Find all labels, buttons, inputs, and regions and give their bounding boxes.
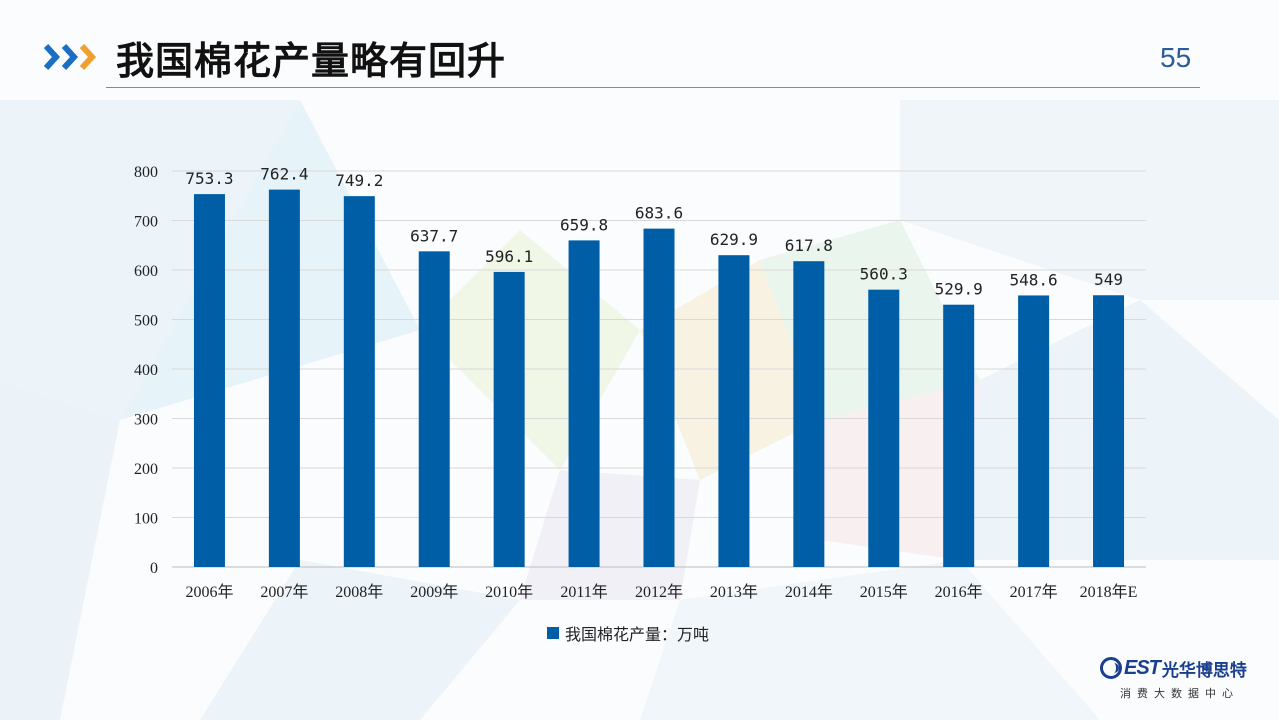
data-label: 753.3 (185, 169, 233, 188)
data-label: 637.7 (410, 226, 458, 245)
triple-chevron-right-icon (44, 43, 97, 71)
bar (268, 189, 300, 567)
brand-wordmark: EST 光华博思特 (1100, 654, 1247, 682)
y-tick-label: 200 (134, 461, 158, 478)
data-label: 629.9 (710, 230, 758, 249)
bar (793, 261, 825, 567)
bar (568, 240, 600, 568)
x-tick-label: 2014年 (785, 583, 833, 601)
data-label: 749.2 (335, 171, 383, 190)
x-tick-label: 2012年 (635, 583, 683, 601)
data-label: 617.8 (785, 236, 833, 255)
x-tick-label: 2017年 (1010, 583, 1058, 601)
y-tick-label: 600 (134, 263, 158, 280)
brand-logo: EST 光华博思特 消费大数据中心 (1100, 654, 1270, 704)
x-tick-label: 2018年E (1080, 583, 1138, 601)
x-tick-label: 2011年 (560, 583, 607, 601)
data-label: 683.6 (635, 204, 683, 223)
bar (1018, 295, 1050, 567)
y-tick-label: 400 (134, 362, 158, 379)
brand-b-icon (1100, 657, 1122, 679)
data-label: 548.6 (1010, 270, 1058, 289)
data-label: 659.8 (560, 215, 608, 234)
data-label: 596.1 (485, 247, 533, 266)
bar (943, 304, 975, 567)
legend-label: 我国棉花产量：万吨 (565, 625, 710, 644)
x-tick-label: 2009年 (410, 583, 458, 601)
brand-subtitle: 消费大数据中心 (1120, 687, 1239, 700)
x-tick-label: 2008年 (335, 583, 383, 601)
bar (193, 194, 225, 567)
bar (643, 228, 675, 568)
y-tick-label: 0 (150, 560, 158, 577)
slide-header: 我国棉花产量略有回升 55 (0, 0, 1279, 100)
data-label: 560.3 (860, 265, 908, 284)
brand-name: 光华博思特 (1161, 660, 1247, 681)
data-label: 762.4 (260, 165, 308, 184)
bar (418, 251, 450, 567)
data-label: 549 (1094, 270, 1123, 289)
data-label: 529.9 (935, 280, 983, 299)
brand-est-text: EST (1124, 656, 1161, 679)
x-tick-label: 2016年 (935, 583, 983, 601)
slide-title: 我国棉花产量略有回升 (116, 39, 507, 83)
x-tick-label: 2006年 (185, 583, 233, 601)
header-divider (106, 87, 1200, 88)
y-tick-label: 500 (134, 313, 158, 330)
bar (343, 196, 375, 567)
chart-legend: 我国棉花产量：万吨 (547, 622, 709, 644)
x-tick-label: 2013年 (710, 583, 758, 601)
y-tick-label: 300 (134, 412, 158, 429)
y-tick-label: 700 (134, 214, 158, 231)
bar (868, 289, 900, 567)
y-tick-label: 100 (134, 511, 158, 528)
x-tick-label: 2010年 (485, 583, 533, 601)
bar (1093, 295, 1125, 567)
bar (493, 271, 525, 567)
x-tick-label: 2015年 (860, 583, 908, 601)
legend-swatch (547, 627, 559, 639)
x-tick-label: 2007年 (260, 583, 308, 601)
page-number: 55 (1160, 42, 1192, 73)
y-tick-label: 800 (134, 164, 158, 181)
bar (718, 255, 750, 567)
